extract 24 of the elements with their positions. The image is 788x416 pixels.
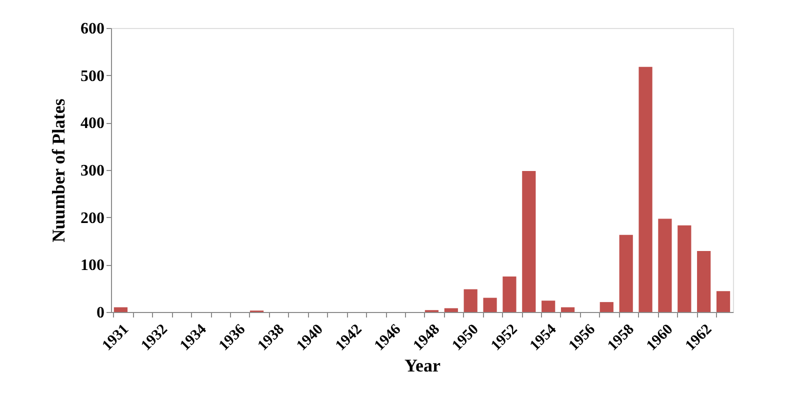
bar: [716, 291, 730, 312]
bar: [483, 298, 497, 312]
bar: [502, 276, 516, 312]
bar: [619, 234, 633, 312]
bar: [114, 307, 128, 312]
bar: [522, 170, 536, 312]
y-tick-label: 200: [80, 210, 104, 227]
y-tick-label: 600: [80, 20, 104, 38]
bar: [678, 225, 692, 312]
bar: [560, 307, 575, 312]
bar: [638, 66, 652, 312]
bar: [600, 302, 614, 312]
bar: [697, 250, 711, 312]
bar: [542, 300, 556, 312]
y-tick-label: 100: [80, 257, 104, 274]
y-tick-label: 400: [80, 115, 104, 132]
bar: [464, 289, 478, 312]
y-tick-label: 500: [80, 68, 104, 85]
y-tick-label: 0: [96, 304, 104, 322]
bar: [444, 308, 458, 312]
y-axis-title: Nuumber of Plates: [48, 98, 68, 242]
x-axis-title: Year: [404, 355, 440, 376]
bar: [658, 218, 672, 312]
y-tick-label: 300: [80, 162, 104, 180]
